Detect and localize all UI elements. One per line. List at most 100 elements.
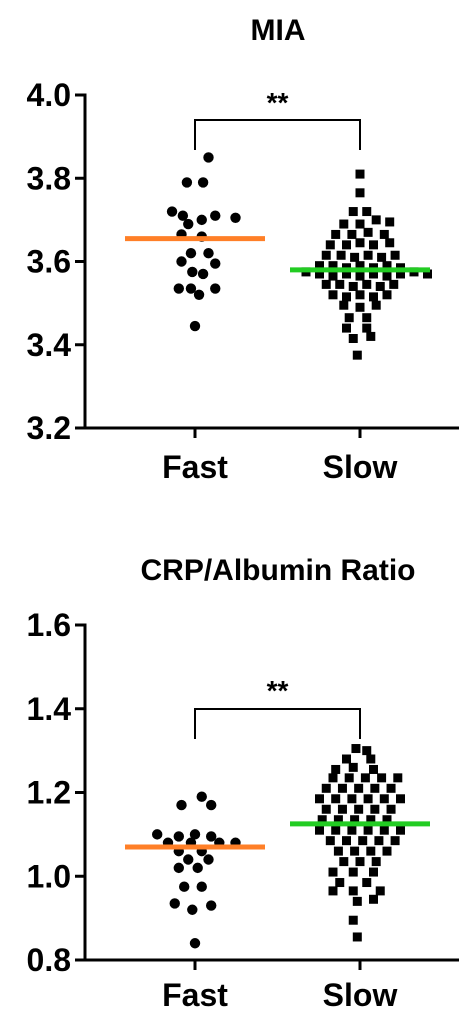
data-point [355,302,365,312]
data-point [336,250,346,260]
data-point [315,825,324,835]
data-point [389,279,399,289]
data-point [363,250,373,260]
data-point [189,938,201,949]
data-point [189,829,201,840]
data-point [328,271,338,281]
data-point [352,932,362,942]
data-point [371,300,381,310]
data-point [355,219,365,229]
data-point [315,269,324,279]
x-category-label: Slow [323,977,398,1013]
data-point [331,794,341,804]
data-point [362,279,372,289]
data-point [152,829,163,840]
y-tick-label: 3.6 [27,244,71,280]
data-point [362,207,372,217]
data-point [355,188,365,198]
data-point [350,846,360,856]
data-point [354,804,364,814]
data-point [328,886,338,896]
data-point [363,825,373,835]
data-point [315,794,324,804]
data-point [348,867,358,877]
data-point [187,904,198,915]
data-point [331,764,341,774]
data-point [347,229,357,239]
data-point [315,261,324,271]
data-point [352,896,362,906]
data-point [366,815,376,825]
data-point [197,177,209,188]
data-point [206,799,217,811]
data-point [344,773,354,783]
data-point [169,898,180,909]
significance-label: ** [267,87,289,118]
data-point [192,862,203,874]
data-point [366,331,376,341]
data-point [348,915,358,925]
data-point [369,867,378,877]
chart-title: CRP/Albumin Ratio [141,554,416,587]
y-tick-label: 3.4 [27,327,72,363]
data-point [328,867,338,877]
data-point [333,846,343,856]
data-point [377,773,387,783]
data-point [369,240,378,250]
data-point [382,815,392,825]
data-point [348,334,358,344]
data-point [369,269,378,279]
y-tick-label: 1.4 [27,691,72,727]
data-point [366,754,376,764]
data-point [342,323,351,333]
data-point [173,831,184,842]
data-point [363,227,373,237]
data-point [355,857,365,867]
data-point [350,252,360,262]
chart-panel-mia: MIA 3.2 3.4 3.6 3.8 4.0 Fast Slow ** [27,14,459,485]
data-point [362,878,372,888]
data-point [183,218,194,230]
data-point [370,804,380,814]
data-point [193,289,205,300]
data-point [382,261,392,271]
data-point [369,292,378,302]
y-tick-label: 1.6 [27,607,71,643]
data-point [335,878,345,888]
data-point [317,815,327,825]
data-point [358,836,368,846]
data-point [382,846,392,856]
data-point [352,350,362,360]
data-point [371,857,381,867]
data-point [379,794,389,804]
significance-bracket [194,119,361,150]
data-point [351,744,361,754]
y-tick-label: 0.8 [27,942,71,978]
data-point [348,886,358,896]
data-point [321,279,331,289]
data-point [181,177,193,188]
data-point [350,815,360,825]
data-point [210,210,221,221]
data-point [354,783,364,793]
data-point [362,313,372,323]
data-point [321,783,331,793]
y-tick-label: 3.2 [27,410,71,446]
data-point [347,794,357,804]
data-point [203,152,214,163]
data-point [342,836,351,846]
data-point [342,754,351,764]
significance-bracket [194,708,361,739]
data-point [347,825,357,835]
data-point [385,238,395,248]
significance-label: ** [267,675,289,706]
data-point [203,247,214,259]
data-point [362,323,372,333]
data-point [185,283,197,294]
data-point [166,206,178,217]
data-point [173,283,184,294]
x-category-label: Slow [323,449,398,485]
data-point [321,250,331,260]
data-point [385,217,395,227]
data-point [393,773,403,783]
